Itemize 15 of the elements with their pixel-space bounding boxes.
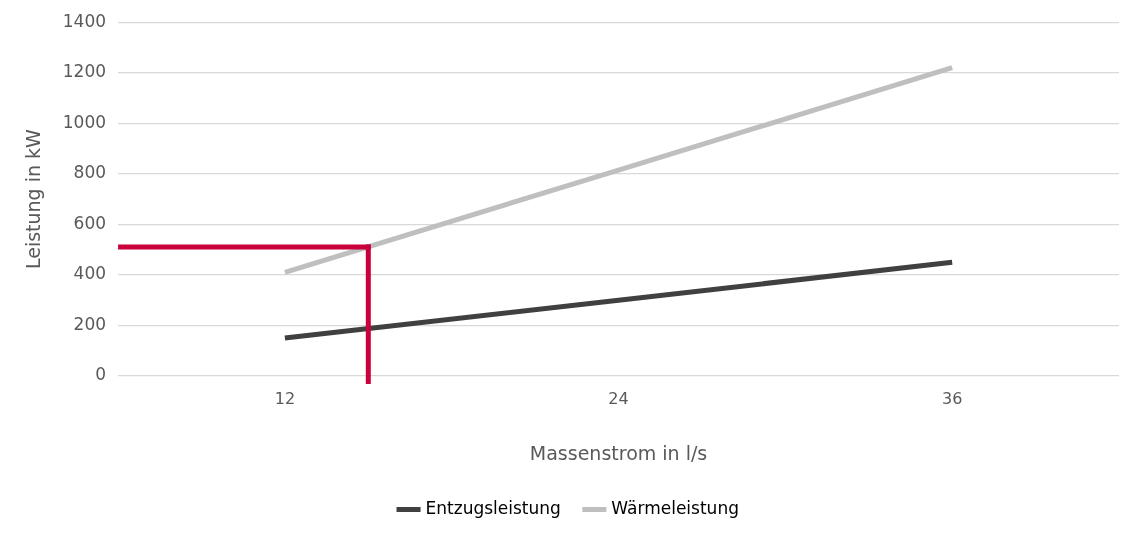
x-axis-title: Massenstrom in l/s <box>529 441 708 464</box>
legend-label: Wärmeleistung <box>611 497 739 518</box>
x-tick-label: 24 <box>608 388 629 408</box>
x-tick-label: 12 <box>274 388 296 408</box>
y-tick-label: 400 <box>73 263 107 284</box>
x-tick-label: 36 <box>942 388 963 408</box>
y-axis-title: Leistung in kW <box>22 128 45 270</box>
y-tick-label: 800 <box>73 162 107 183</box>
y-tick-label: 0 <box>95 364 107 385</box>
y-tick-label: 1000 <box>62 111 107 132</box>
legend-label: Entzugsleistung <box>425 497 561 518</box>
y-tick-label: 1400 <box>62 10 107 31</box>
y-tick-label: 1200 <box>62 61 107 82</box>
y-tick-label: 600 <box>73 212 107 233</box>
y-tick-label: 200 <box>73 313 107 334</box>
